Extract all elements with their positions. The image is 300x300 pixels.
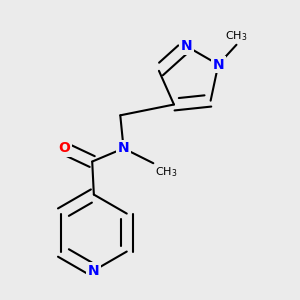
Text: CH$_3$: CH$_3$ — [155, 165, 177, 179]
Text: O: O — [58, 141, 70, 155]
Text: CH$_3$: CH$_3$ — [225, 29, 248, 43]
Text: N: N — [181, 39, 192, 53]
Text: N: N — [118, 141, 129, 155]
Text: N: N — [88, 263, 100, 278]
Text: N: N — [212, 58, 224, 72]
